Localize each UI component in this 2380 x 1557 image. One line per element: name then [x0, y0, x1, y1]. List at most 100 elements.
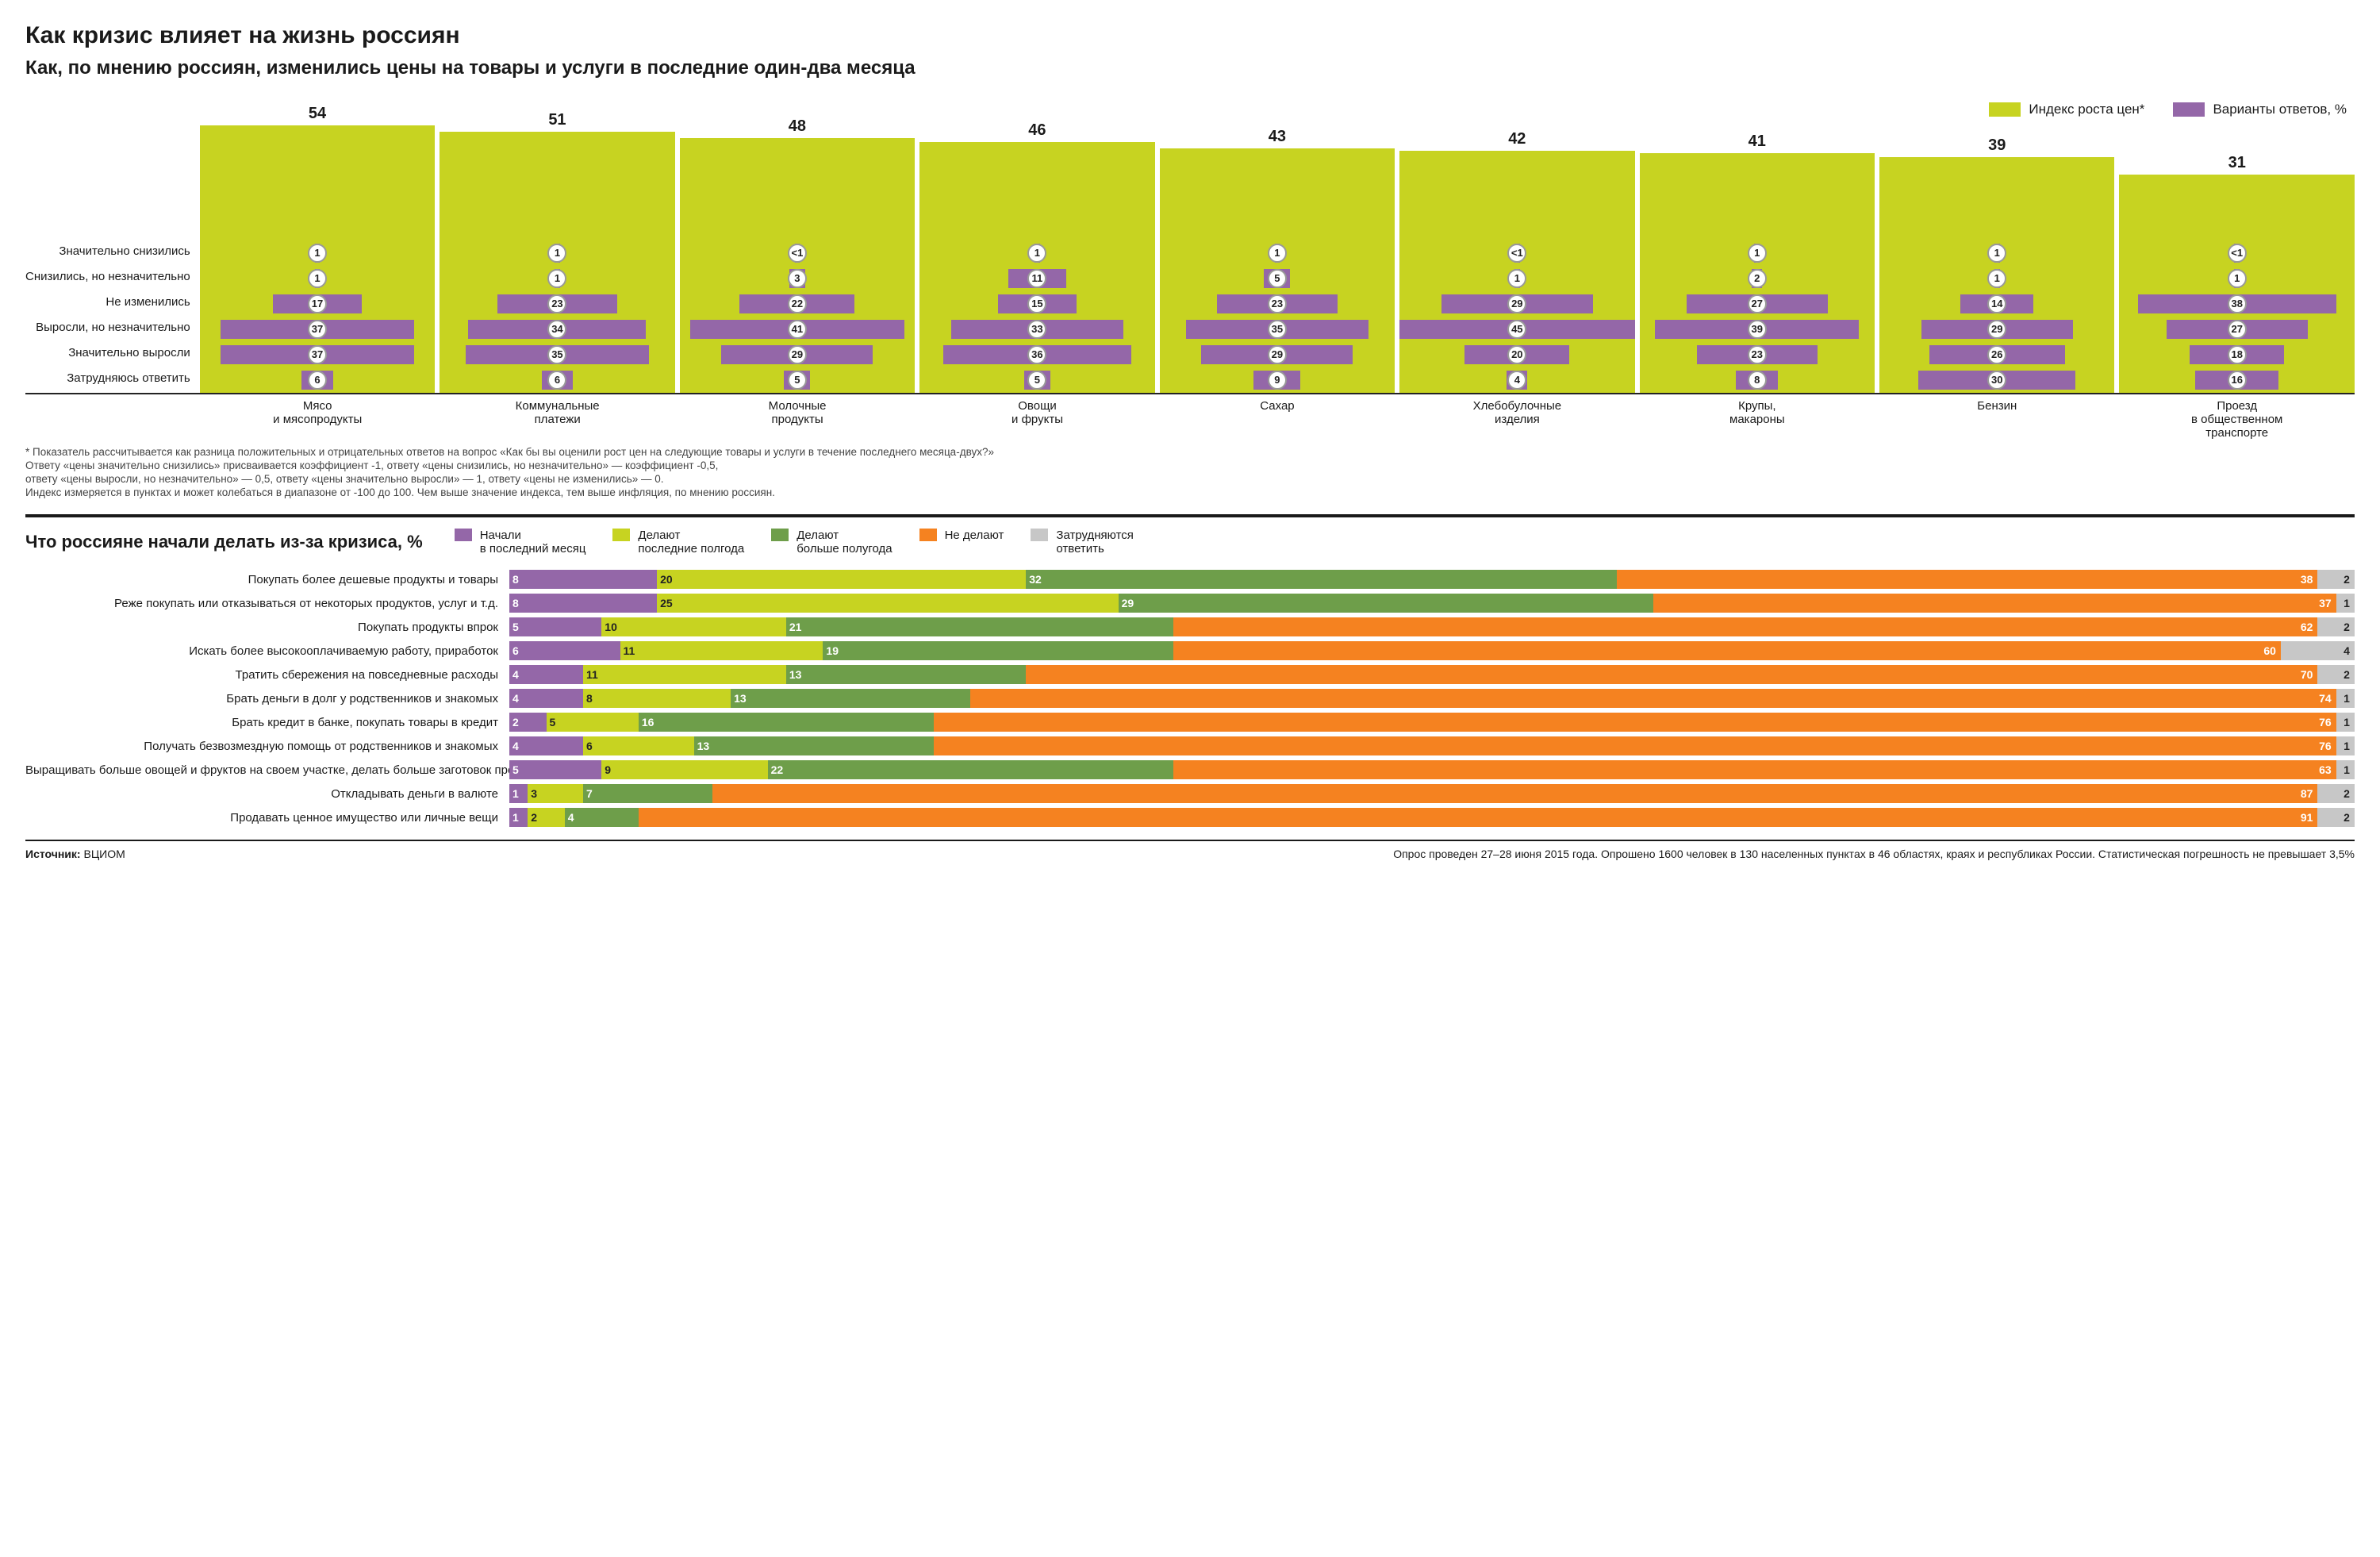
chart1-columns: 541117373765111233435648<132241295461111… — [200, 125, 2355, 393]
answer-value: 1 — [1987, 269, 2006, 288]
answer-row: 11 — [919, 266, 1154, 291]
row-label: Не изменились — [25, 290, 190, 315]
answer-value: 18 — [2228, 345, 2247, 364]
stacked-bar: 51021622 — [509, 617, 2355, 636]
stacked-segment: 2 — [2317, 570, 2355, 589]
answer-row: 1 — [919, 240, 1154, 266]
page-title: Как кризис влияет на жизнь россиян — [25, 22, 2355, 49]
legend-label: Затрудняютсяответить — [1056, 529, 1134, 556]
chart1-row-labels: Значительно снизилисьСнизились, но незна… — [25, 239, 200, 393]
answer-row: 16 — [2119, 367, 2354, 393]
legend-swatch — [2173, 102, 2205, 117]
index-bar: 461111533365 — [919, 142, 1154, 392]
stacked-segment: 13 — [731, 689, 970, 708]
stacked-segment: 4 — [509, 665, 583, 684]
index-value: 54 — [200, 105, 435, 123]
answer-row: 6 — [440, 367, 674, 393]
stacked-segment: 2 — [509, 713, 547, 732]
answer-value: 5 — [1027, 371, 1046, 390]
answer-value: 29 — [1987, 320, 2006, 339]
row-label: Выросли, но незначительно — [25, 315, 190, 340]
chart1-column: 51112334356 — [440, 132, 674, 393]
stacked-row: Реже покупать или отказываться от некото… — [25, 594, 2355, 613]
legend-swatch — [455, 529, 472, 541]
answer-row: 15 — [919, 291, 1154, 317]
index-bar: 54111737376 — [200, 125, 435, 393]
stacked-segment: 8 — [583, 689, 731, 708]
answer-value: 29 — [1268, 345, 1287, 364]
answer-row: 29 — [1879, 317, 2114, 342]
answer-row: 37 — [200, 342, 435, 367]
index-bar: 48<132241295 — [680, 138, 915, 393]
answer-value: 27 — [2228, 320, 2247, 339]
stacked-segment: 62 — [1173, 617, 2317, 636]
answer-value: 5 — [788, 371, 807, 390]
stacked-row: Выращивать больше овощей и фруктов на св… — [25, 760, 2355, 779]
chart1-column: 461111533365 — [919, 142, 1154, 392]
index-value: 48 — [680, 117, 915, 136]
stacked-row-label: Продавать ценное имущество или личные ве… — [25, 811, 501, 825]
category-label: Овощии фрукты — [919, 394, 1154, 440]
answer-row: 26 — [1879, 342, 2114, 367]
index-bar: 51112334356 — [440, 132, 674, 393]
stacked-segment: 1 — [2336, 689, 2355, 708]
category-label: Молочныепродукты — [680, 394, 915, 440]
stacked-segment: 21 — [786, 617, 1173, 636]
legend-label: Делаютбольше полугода — [797, 529, 892, 556]
answer-row: 1 — [2119, 266, 2354, 291]
answer-value: 1 — [1027, 244, 1046, 263]
stacked-row-label: Тратить сбережения на повседневные расхо… — [25, 668, 501, 682]
answer-row: 1 — [1160, 240, 1395, 266]
category-label: Сахар — [1160, 394, 1395, 440]
legend-item: Делаютпоследние полгода — [612, 529, 744, 556]
section-divider — [25, 514, 2355, 517]
stacked-segment: 4 — [509, 736, 583, 755]
stacked-row-label: Искать более высокооплачиваемую работу, … — [25, 644, 501, 658]
stacked-segment: 19 — [823, 641, 1173, 660]
stacked-segment: 60 — [1173, 641, 2281, 660]
stacked-segment: 1 — [2336, 760, 2355, 779]
legend-item: Началив последний месяц — [455, 529, 586, 556]
stacked-segment: 11 — [583, 665, 786, 684]
legend-item: Индекс роста цен* — [1989, 102, 2144, 117]
answer-value: 1 — [1507, 269, 1526, 288]
answer-value: 1 — [308, 269, 327, 288]
stacked-bar: 5922631 — [509, 760, 2355, 779]
stacked-segment: 6 — [583, 736, 694, 755]
answer-value: 1 — [547, 269, 566, 288]
category-label: Мясои мясопродукты — [200, 394, 435, 440]
answer-row: 27 — [1640, 291, 1875, 317]
stacked-row-label: Покупать продукты впрок — [25, 621, 501, 634]
answer-row: 1 — [200, 266, 435, 291]
row-label: Значительно выросли — [25, 340, 190, 366]
answer-row: 36 — [919, 342, 1154, 367]
answer-row: 29 — [1160, 342, 1395, 367]
answer-value: 26 — [1987, 345, 2006, 364]
answer-value: <1 — [788, 244, 807, 263]
answer-value: 1 — [1268, 244, 1287, 263]
stacked-segment: 74 — [970, 689, 2336, 708]
stacked-bar: 82529371 — [509, 594, 2355, 613]
index-bar: 391114292630 — [1879, 157, 2114, 392]
answer-row: <1 — [680, 240, 915, 266]
chart1: Значительно снизилисьСнизились, но незна… — [25, 125, 2355, 394]
answer-value: 1 — [1748, 244, 1767, 263]
category-label: Крупы,макароны — [1640, 394, 1875, 440]
stacked-segment: 13 — [786, 665, 1026, 684]
stacked-bar: 124912 — [509, 808, 2355, 827]
stacked-segment: 29 — [1119, 594, 1654, 613]
answer-row: 33 — [919, 317, 1154, 342]
stacked-bar: 41113702 — [509, 665, 2355, 684]
stacked-row: Продавать ценное имущество или личные ве… — [25, 808, 2355, 827]
stacked-segment: 63 — [1173, 760, 2336, 779]
index-value: 43 — [1160, 128, 1395, 146]
stacked-segment: 4 — [509, 689, 583, 708]
answer-value: 2 — [1748, 269, 1767, 288]
row-label: Значительно снизились — [25, 239, 190, 264]
legend-label: Не делают — [945, 529, 1004, 542]
stacked-row: Покупать более дешевые продукты и товары… — [25, 570, 2355, 589]
answer-row: 5 — [680, 367, 915, 393]
stacked-segment: 25 — [657, 594, 1119, 613]
answer-row: 29 — [1399, 291, 1634, 317]
stacked-row: Получать безвозмездную помощь от родстве… — [25, 736, 2355, 755]
